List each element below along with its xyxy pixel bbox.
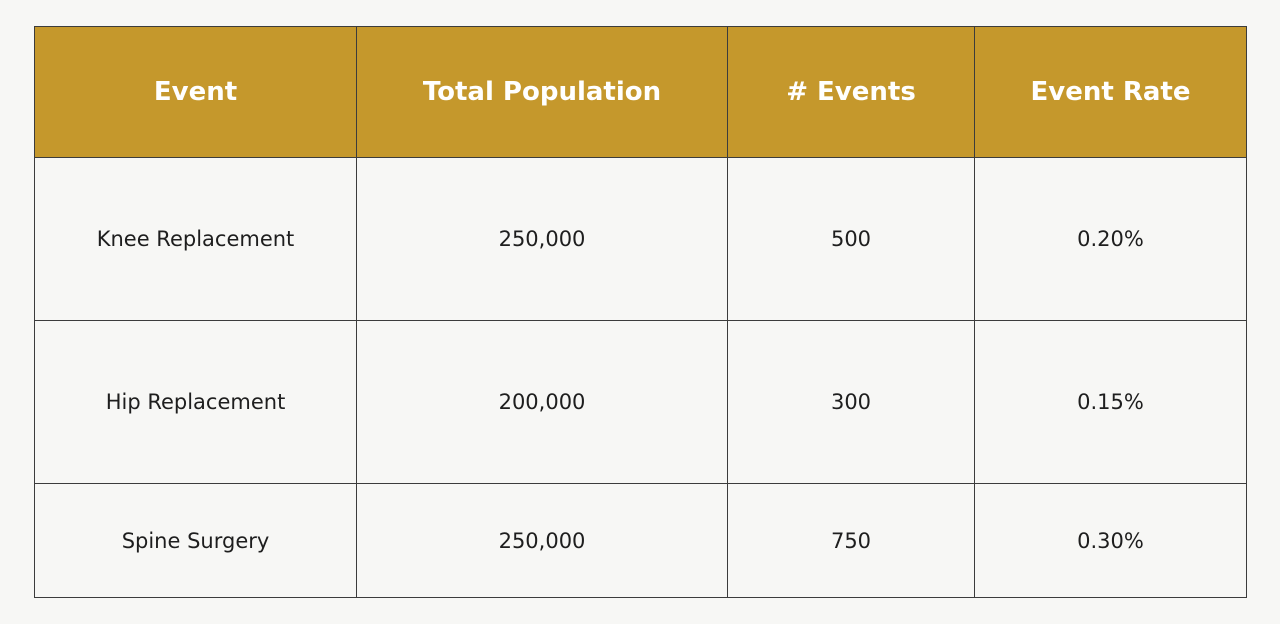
cell-events-count: 500 (727, 157, 975, 321)
table-row: Spine Surgery 250,000 750 0.30% (34, 483, 1247, 598)
header-total-population: Total Population (356, 26, 728, 158)
table-body: Knee Replacement 250,000 500 0.20% Hip R… (34, 157, 1247, 598)
header-row: Event Total Population # Events Event Ra… (34, 26, 1247, 158)
cell-event-rate: 0.30% (974, 483, 1247, 598)
header-events-count: # Events (727, 26, 975, 158)
cell-total-population: 250,000 (356, 483, 728, 598)
cell-total-population: 250,000 (356, 157, 728, 321)
cell-event: Hip Replacement (34, 320, 357, 484)
cell-event: Knee Replacement (34, 157, 357, 321)
header-event: Event (34, 26, 357, 158)
cell-events-count: 300 (727, 320, 975, 484)
table-row: Knee Replacement 250,000 500 0.20% (34, 157, 1247, 321)
cell-events-count: 750 (727, 483, 975, 598)
cell-total-population: 200,000 (356, 320, 728, 484)
cell-event: Spine Surgery (34, 483, 357, 598)
data-table: Event Total Population # Events Event Ra… (34, 26, 1247, 598)
header-event-rate: Event Rate (974, 26, 1247, 158)
cell-event-rate: 0.20% (974, 157, 1247, 321)
cell-event-rate: 0.15% (974, 320, 1247, 484)
table-header: Event Total Population # Events Event Ra… (34, 26, 1247, 158)
table-row: Hip Replacement 200,000 300 0.15% (34, 320, 1247, 484)
